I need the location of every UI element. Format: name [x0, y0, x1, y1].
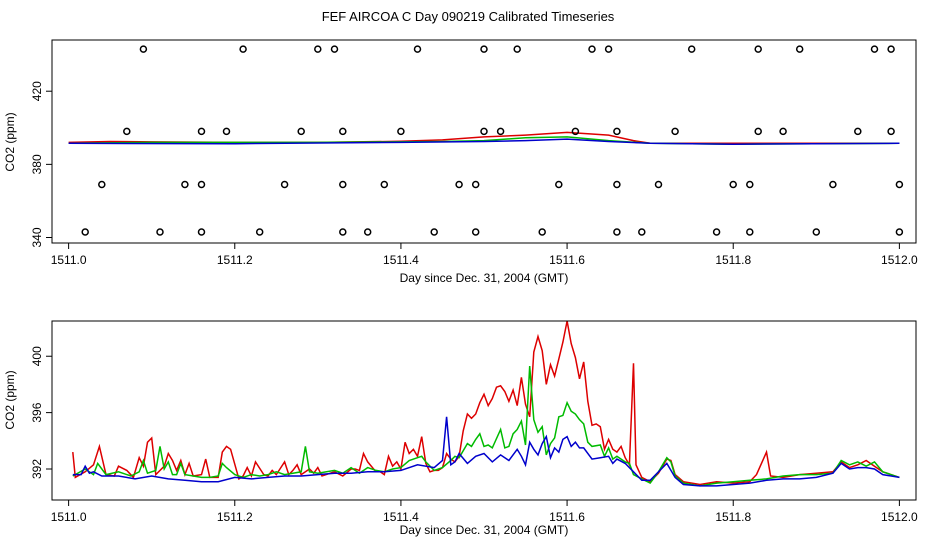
top-x-tick-label: 1511.0: [51, 253, 87, 267]
calibration-point: [854, 127, 862, 136]
calibration-point: [363, 228, 372, 236]
bottom-x-axis: 1511.0 1511.2 1511.4 1511.6 1511.8 1512.0: [51, 500, 918, 524]
bottom-x-tick-label: 1511.6: [549, 510, 585, 524]
bottom-x-tick-label: 1511.0: [51, 510, 87, 524]
calibration-point: [455, 180, 463, 189]
calibration-point: [729, 180, 737, 189]
calibration-point: [513, 45, 521, 53]
bottom-y-tick-label: 392: [30, 459, 44, 479]
top-x-tick-label: 1511.4: [383, 253, 419, 267]
calibration-point: [555, 180, 563, 189]
calibration-point: [380, 180, 389, 189]
calibration-point: [98, 180, 106, 189]
bottom-panel: 1511.0 1511.2 1511.4 1511.6 1511.8 1512.0 392…: [3, 320, 918, 537]
calibration-point: [754, 127, 762, 136]
calibration-point: [413, 45, 422, 53]
calibration-point: [588, 45, 596, 53]
calibration-point: [829, 180, 837, 189]
page-title: FEF AIRCOA C Day 090219 Calibrated Times…: [321, 9, 615, 24]
bottom-y-tick-label: 396: [30, 402, 44, 422]
top-x-tick-label: 1511.8: [715, 253, 751, 267]
calibration-point: [671, 127, 679, 136]
calibration-point: [297, 127, 305, 136]
calibration-point: [613, 228, 621, 236]
calibration-point: [339, 127, 347, 136]
top-y-tick-label: 420: [30, 81, 44, 101]
calibration-point: [870, 45, 879, 53]
calibration-point: [496, 127, 505, 136]
calibration-point: [571, 127, 580, 136]
calibration-point: [330, 45, 339, 53]
calibration-point: [397, 127, 405, 136]
calibration-point: [239, 45, 247, 53]
calibration-point: [480, 127, 488, 136]
bottom-series-lines: [72, 320, 900, 487]
top-circles: [81, 45, 904, 236]
calibration-point: [687, 45, 696, 53]
top-x-tick-label: 1511.2: [217, 253, 253, 267]
bottom-plot-frame: [51, 320, 917, 501]
bottom-x-axis-title: Day since Dec. 31, 2004 (GMT): [400, 523, 569, 537]
calibration-point: [222, 127, 231, 136]
top-x-axis-title: Day since Dec. 31, 2004 (GMT): [400, 271, 569, 285]
top-y-axis: 340 380 420: [30, 81, 52, 248]
calibration-point: [197, 127, 206, 136]
top-panel: 1511.0 1511.2 1511.4 1511.6 1511.8 1512.0 340…: [3, 39, 918, 285]
top-y-tick-label: 380: [30, 154, 44, 174]
bottom-y-tick-label: 400: [30, 346, 44, 366]
calibration-point: [613, 127, 621, 136]
top-x-axis: 1511.0 1511.2 1511.4 1511.6 1511.8 1512.0: [51, 243, 918, 267]
calibration-point: [181, 180, 189, 189]
calibration-point: [754, 45, 762, 53]
calibration-point: [197, 228, 206, 236]
calibration-point: [197, 180, 206, 189]
calibration-point: [638, 228, 646, 236]
calibration-point: [339, 228, 347, 236]
calibration-point: [255, 228, 264, 236]
calibration-point: [604, 45, 613, 53]
top-series-blue: [68, 138, 900, 145]
calibration-point: [430, 228, 438, 236]
calibration-point: [887, 45, 895, 53]
top-x-tick-label: 1511.6: [549, 253, 585, 267]
calibration-point: [795, 45, 804, 53]
calibration-point: [339, 180, 347, 189]
calibration-point: [887, 127, 895, 136]
calibration-point: [471, 228, 480, 236]
bottom-x-tick-label: 1511.8: [715, 510, 751, 524]
bottom-series-red: [72, 320, 900, 486]
calibration-point: [654, 180, 663, 189]
bottom-x-tick-label: 1511.2: [217, 510, 253, 524]
calibration-point: [480, 45, 488, 53]
calibration-point: [139, 45, 148, 53]
bottom-y-axis: 392 396 400: [30, 346, 52, 479]
calibration-point: [538, 228, 546, 236]
top-plot-frame: [51, 39, 917, 244]
calibration-point: [280, 180, 289, 189]
top-y-axis-title: CO2 (ppm): [3, 112, 17, 171]
top-series-lines: [68, 131, 900, 145]
calibration-point: [471, 180, 480, 189]
calibration-point: [81, 228, 89, 236]
bottom-series-green: [72, 366, 900, 487]
bottom-y-axis-title: CO2 (ppm): [3, 370, 17, 429]
bottom-series-blue: [72, 416, 900, 487]
calibration-point: [779, 127, 787, 136]
bottom-x-tick-label: 1511.4: [383, 510, 419, 524]
calibration-point: [156, 228, 164, 236]
calibration-point: [712, 228, 721, 236]
calibration-point: [123, 127, 131, 136]
bottom-x-tick-label: 1512.0: [881, 510, 918, 524]
calibration-point: [895, 228, 904, 236]
calibration-point: [314, 45, 322, 53]
calibration-point: [746, 228, 754, 236]
calibration-point: [613, 180, 621, 189]
calibration-point: [812, 228, 821, 236]
calibration-point: [895, 180, 904, 189]
top-y-tick-label: 340: [30, 227, 44, 247]
calibration-point: [746, 180, 754, 189]
top-x-tick-label: 1512.0: [881, 253, 918, 267]
